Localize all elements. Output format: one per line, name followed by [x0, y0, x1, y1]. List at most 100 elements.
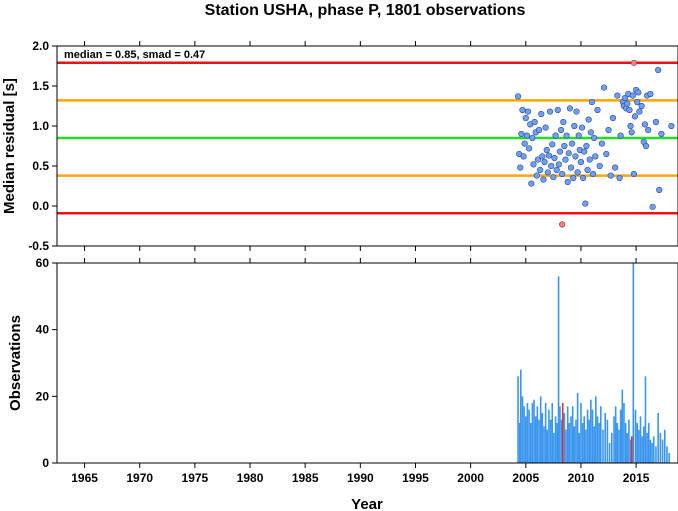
observation-bar-47 [595, 396, 597, 463]
observation-bar-40 [583, 416, 586, 463]
residual-point-81 [616, 174, 623, 182]
observation-bar-24 [556, 423, 559, 463]
observation-bar-44 [590, 399, 592, 463]
residual-point-73 [598, 140, 605, 147]
observation-bar-41 [585, 429, 587, 463]
observation-bar-11 [534, 416, 537, 463]
residual-point-87 [624, 100, 631, 107]
residual-point-2 [517, 164, 524, 171]
observation-bar-29 [565, 429, 567, 463]
residual-point-58 [578, 124, 586, 131]
residual-point-52 [572, 153, 579, 160]
observation-bar-48 [596, 416, 599, 463]
observations-panel: 0 20 40 60 1965 1970 1975 1980 1985 1990 1995 2000… [7, 256, 678, 511]
residual-point-96 [634, 98, 641, 106]
residual-point-38 [556, 148, 564, 155]
observation-bar-80 [655, 446, 657, 463]
observation-bar-15 [541, 413, 544, 463]
residual-point-39 [557, 126, 565, 134]
residual-point-80 [614, 92, 621, 99]
observations-x-tick-label-4: 1985 [292, 471, 319, 485]
residual-point-34 [552, 132, 559, 139]
residual-point-109 [656, 186, 663, 194]
residual-point-61 [582, 200, 589, 207]
reference-lines [57, 61, 678, 215]
residual-point-41 [560, 118, 567, 126]
residual-point-26 [543, 146, 550, 154]
residual-point-40 [559, 170, 566, 178]
observation-bar-27 [560, 419, 563, 463]
residual-point-105 [647, 90, 654, 98]
residual-point-57 [577, 158, 585, 166]
residual-point-4 [519, 106, 526, 114]
residual-point-55 [575, 132, 582, 139]
residual-point-30 [548, 162, 555, 170]
observation-bar-18 [546, 429, 549, 463]
residual-panel: -0.5 0.0 0.5 1.0 1.5 2.0 median = 0.85, smad … [1, 39, 678, 253]
observations-y-ticks: 0 20 40 60 [36, 256, 57, 470]
residual-outlier-0 [559, 221, 566, 228]
observations-x-label: Year [351, 496, 383, 511]
observation-bar-7 [528, 409, 530, 463]
observation-bar-75 [646, 433, 648, 463]
observation-bar-1 [518, 423, 521, 463]
observation-bar-78 [651, 443, 653, 463]
residual-point-27 [544, 169, 551, 176]
residual-point-10 [525, 145, 533, 152]
observation-bar-58 [616, 423, 619, 463]
observation-bar-3 [521, 396, 524, 463]
residual-points [514, 59, 675, 228]
observation-bar-62 [623, 403, 625, 463]
observation-bar-16 [543, 426, 545, 463]
residual-point-110 [658, 130, 665, 138]
residual-point-23 [540, 176, 547, 183]
observation-bar-32 [570, 416, 572, 463]
observations-panel-frame [56, 262, 678, 464]
observation-bar-35 [575, 419, 577, 463]
residual-point-13 [529, 134, 536, 142]
observation-bar-64 [626, 433, 629, 463]
residual-point-67 [588, 98, 596, 106]
residual-point-66 [587, 129, 594, 136]
observation-bar-14 [539, 396, 542, 463]
observation-bar-21 [551, 403, 554, 463]
observations-y-tick-label-1: 20 [36, 389, 50, 403]
observation-bar-34 [573, 426, 576, 463]
residual-y-tick-label-4: 1.5 [32, 79, 49, 93]
residual-point-45 [564, 178, 571, 186]
residual-point-63 [584, 166, 591, 174]
residual-point-91 [628, 129, 635, 136]
observation-bar-36 [576, 393, 579, 463]
observation-bar-25 [557, 276, 560, 463]
chart-title: Station USHA, phase P, 1801 observations [205, 2, 526, 19]
residual-point-106 [649, 203, 656, 210]
observation-bar-0 [517, 376, 519, 463]
residual-point-18 [534, 156, 542, 163]
residual-point-44 [563, 132, 570, 139]
observation-bar-83 [661, 439, 664, 463]
residual-point-72 [596, 162, 603, 170]
observations-x-tick-label-0: 1965 [71, 471, 98, 485]
observations-x-tick-label-1: 1970 [126, 471, 153, 485]
observation-bar-56 [613, 416, 615, 463]
residual-point-47 [566, 105, 574, 112]
observations-x-ticks: 1965 1970 1975 1980 1985 1990 1995 2000 2005 2010… [71, 258, 650, 485]
observation-bar-55 [611, 433, 613, 463]
residual-y-tick-label-1: 0.0 [32, 199, 49, 213]
observation-bar-81 [657, 413, 659, 463]
residual-point-97 [635, 89, 642, 96]
observation-bar-49 [598, 423, 600, 463]
residual-point-42 [561, 142, 568, 150]
residual-x-ticks [84, 41, 637, 251]
observation-bar-46 [593, 426, 595, 463]
residual-point-69 [591, 134, 598, 142]
observation-bar-57 [614, 406, 617, 463]
observation-bar-39 [581, 423, 584, 463]
residual-point-15 [531, 118, 538, 126]
observation-bar-45 [591, 409, 594, 463]
observation-bar-59 [618, 429, 620, 463]
observation-bar-22 [553, 433, 555, 463]
residual-annotation: median = 0.85, smad = 0.47 [64, 49, 205, 61]
observation-bar-20 [549, 419, 552, 463]
observation-bar-71 [639, 416, 642, 463]
